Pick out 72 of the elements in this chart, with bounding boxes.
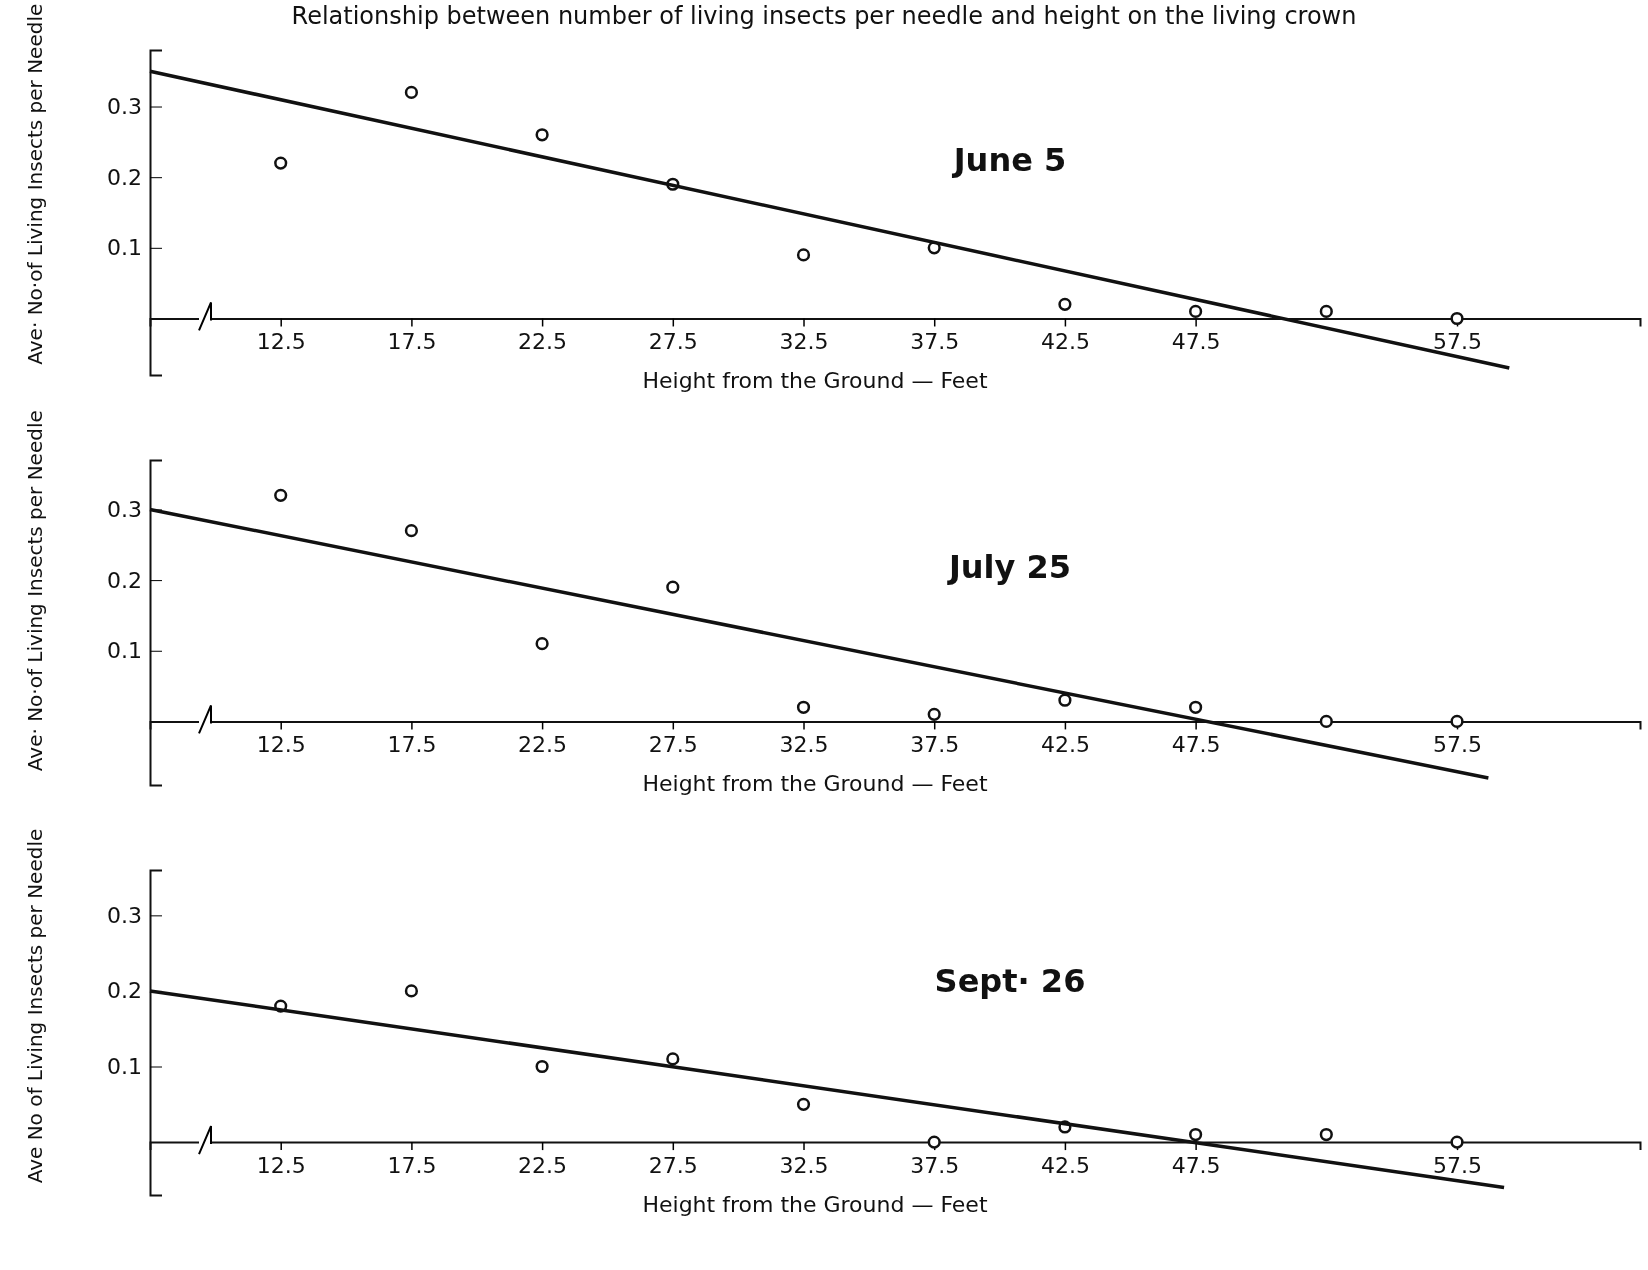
annotation: Sept· 26: [934, 962, 1086, 1001]
x-axis-title: Height from the Ground — Feet: [642, 771, 988, 797]
point: [1319, 714, 1333, 728]
x-tick-label: 12.5: [256, 732, 306, 758]
x-tick-label: 57.5: [1433, 329, 1483, 355]
point: [535, 128, 549, 142]
x-tick-label: 22.5: [518, 732, 568, 758]
x-tick-label: 32.5: [779, 732, 829, 758]
annotation: June 5: [951, 140, 1067, 179]
x-tick-label: 37.5: [910, 732, 960, 758]
x-tick-label: 47.5: [1171, 329, 1221, 355]
point: [1450, 311, 1464, 326]
point: [1450, 1135, 1464, 1149]
x-tick-label: 42.5: [1040, 732, 1090, 758]
x-tick-label: 12.5: [256, 329, 306, 355]
x-tick-label: 17.5: [387, 329, 437, 355]
x-tick-label: 22.5: [518, 1152, 568, 1178]
x-tick-label: 57.5: [1433, 1152, 1483, 1178]
point: [1189, 1127, 1203, 1142]
point: [666, 1052, 680, 1066]
x-tick-label: 22.5: [518, 329, 568, 355]
x-tick-label: 17.5: [387, 732, 437, 758]
point: [1319, 1127, 1333, 1142]
y-tick-label: 0.3: [107, 497, 142, 522]
x-axis-title: Height from the Ground — Feet: [642, 368, 988, 394]
point: [535, 637, 549, 651]
x-axis-title: Height from the Ground — Feet: [642, 1192, 988, 1218]
x-tick-label: 32.5: [779, 329, 829, 355]
y-axis-title: Ave No of Living Insects per Needle: [23, 828, 47, 1184]
y-tick-label: 0.1: [107, 638, 142, 664]
x-tick-label: 47.5: [1171, 732, 1221, 758]
x-tick-label: 42.5: [1040, 1152, 1090, 1178]
y-tick-label: 0.3: [107, 902, 142, 928]
x-tick-label: 37.5: [910, 329, 960, 355]
x-tick-label: 47.5: [1171, 1152, 1221, 1178]
y-tick-label: 0.1: [107, 235, 142, 261]
x-tick-label: 27.5: [648, 329, 698, 355]
y-tick-label: 0.3: [107, 94, 142, 120]
chart-title: Relationship between number of living insects per needle and height on the living crown: [291, 2, 1357, 30]
point: [1058, 297, 1072, 311]
point: [274, 488, 288, 502]
point: [404, 524, 419, 538]
point: [1450, 714, 1464, 728]
x-tick-label: 12.5: [256, 1152, 306, 1178]
x-tick-label: 42.5: [1040, 329, 1090, 355]
point: [1058, 693, 1072, 707]
point: [274, 156, 288, 170]
x-tick-label: 27.5: [648, 1152, 698, 1178]
point: [1319, 304, 1333, 318]
x-tick-label: 57.5: [1433, 732, 1483, 758]
annotation: July 25: [946, 547, 1072, 586]
point: [666, 580, 680, 594]
y-axis-title: Ave· No·of Living Insects per Needle: [23, 3, 47, 365]
point: [1189, 304, 1203, 318]
point: [796, 248, 811, 262]
x-tick-label: 37.5: [910, 1152, 960, 1178]
y-tick-label: 0.2: [107, 567, 142, 593]
x-tick-label: 17.5: [387, 1152, 437, 1178]
point: [404, 85, 419, 99]
y-tick-label: 0.2: [107, 978, 142, 1004]
point: [535, 1059, 549, 1074]
x-tick-label: 32.5: [779, 1152, 829, 1178]
point: [927, 1135, 941, 1149]
y-axis-title: Ave· No·of Living Insects per Needle: [23, 410, 47, 772]
point: [404, 984, 419, 998]
point: [796, 700, 811, 714]
y-tick-label: 0.2: [107, 164, 142, 190]
point: [796, 1097, 811, 1111]
point: [1189, 700, 1203, 714]
point: [927, 707, 941, 721]
y-tick-label: 0.1: [107, 1054, 142, 1080]
x-tick-label: 27.5: [648, 732, 698, 758]
